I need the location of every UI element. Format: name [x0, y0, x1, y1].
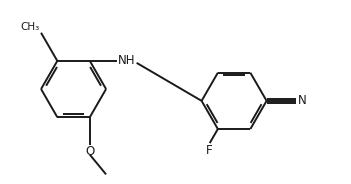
Text: NH: NH: [118, 54, 135, 67]
Text: CH₃: CH₃: [21, 22, 40, 32]
Text: N: N: [298, 94, 306, 107]
Text: F: F: [205, 144, 212, 157]
Text: O: O: [85, 145, 94, 158]
